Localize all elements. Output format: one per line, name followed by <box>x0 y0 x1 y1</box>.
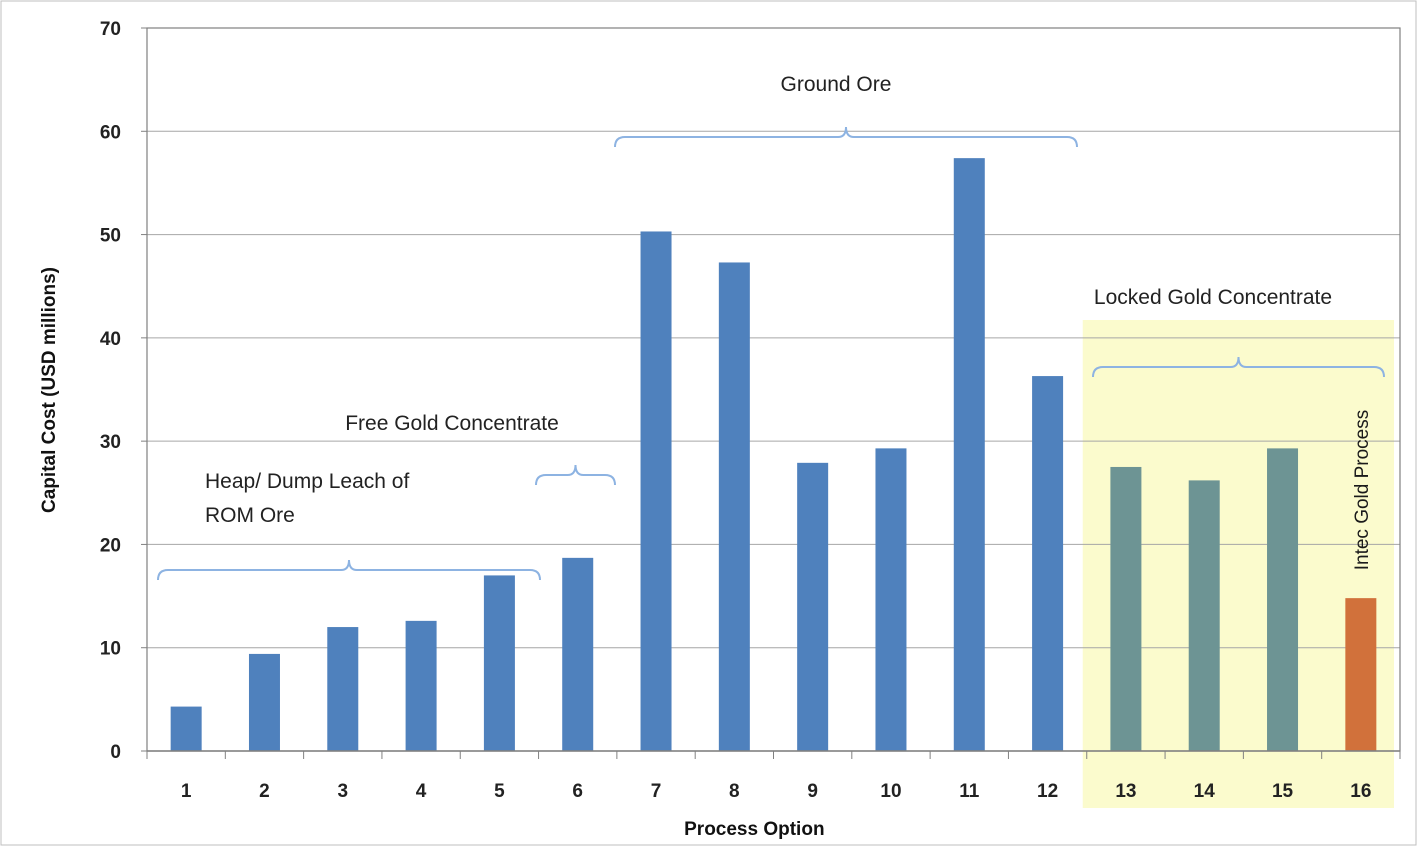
y-tick-label: 70 <box>100 19 121 40</box>
x-tick-label: 15 <box>1272 781 1294 802</box>
bar-option-1 <box>170 706 202 751</box>
bar-option-16 <box>1345 598 1377 751</box>
x-tick-label: 8 <box>729 781 740 802</box>
group-brackets: Heap/ Dump Leach of ROM Ore Free Gold Conc… <box>157 73 1385 581</box>
y-tick-label: 40 <box>100 329 121 350</box>
bar-option-5 <box>483 575 515 751</box>
x-tick-label: 10 <box>880 781 901 802</box>
bar-option-8 <box>718 262 750 751</box>
y-tick-label: 50 <box>100 226 121 247</box>
intec-gold-process-label: Intec Gold Process <box>1352 410 1373 571</box>
group-label: Locked Gold Concentrate <box>1094 286 1332 309</box>
y-tick-label: 60 <box>100 122 121 143</box>
x-axis-ticks: 1 2 3 4 5 6 7 8 9 10 11 12 13 14 15 16 <box>146 751 1401 802</box>
x-tick-label: 16 <box>1350 781 1371 802</box>
x-tick-label: 5 <box>494 781 505 802</box>
bar-option-15 <box>1267 448 1299 751</box>
x-axis-title: Process Option <box>684 819 824 840</box>
y-tick-label: 30 <box>100 432 121 453</box>
bar-option-9 <box>797 462 829 751</box>
y-axis-title: Capital Cost (USD millions) <box>39 267 60 513</box>
x-tick-label: 4 <box>416 781 427 802</box>
group-bracket <box>157 559 541 581</box>
x-tick-label: 13 <box>1115 781 1136 802</box>
x-tick-label: 9 <box>807 781 818 802</box>
group-bracket <box>1092 356 1385 378</box>
bar-option-3 <box>327 627 359 751</box>
y-tick-label: 20 <box>100 535 121 556</box>
x-tick-label: 12 <box>1037 781 1058 802</box>
group-label: ROM Ore <box>205 504 295 527</box>
y-axis-ticks: 0 10 20 30 40 50 60 70 <box>100 19 147 763</box>
x-tick-label: 11 <box>959 781 980 802</box>
bar-option-12 <box>1032 376 1064 751</box>
y-tick-label: 10 <box>100 639 121 660</box>
bar-option-13 <box>1110 466 1142 751</box>
bars: Intec Gold Process <box>170 158 1377 752</box>
x-tick-label: 2 <box>259 781 270 802</box>
bar-option-2 <box>248 653 280 751</box>
x-tick-label: 6 <box>572 781 583 802</box>
bar-option-7 <box>640 231 672 752</box>
group-label: Ground Ore <box>781 73 892 96</box>
x-tick-label: 1 <box>181 781 192 802</box>
bar-option-4 <box>405 620 437 751</box>
x-tick-label: 14 <box>1194 781 1216 802</box>
bar-option-6 <box>562 557 594 751</box>
group-label: Heap/ Dump Leach of <box>205 470 409 493</box>
y-tick-label: 0 <box>110 742 121 763</box>
x-tick-label: 3 <box>337 781 348 802</box>
bar-option-14 <box>1188 480 1220 751</box>
bar-option-10 <box>875 448 907 751</box>
group-bracket <box>614 126 1078 148</box>
x-tick-label: 7 <box>651 781 662 802</box>
group-label: Free Gold Concentrate <box>345 412 559 435</box>
bar-option-11 <box>953 158 985 751</box>
group-bracket <box>535 464 616 486</box>
